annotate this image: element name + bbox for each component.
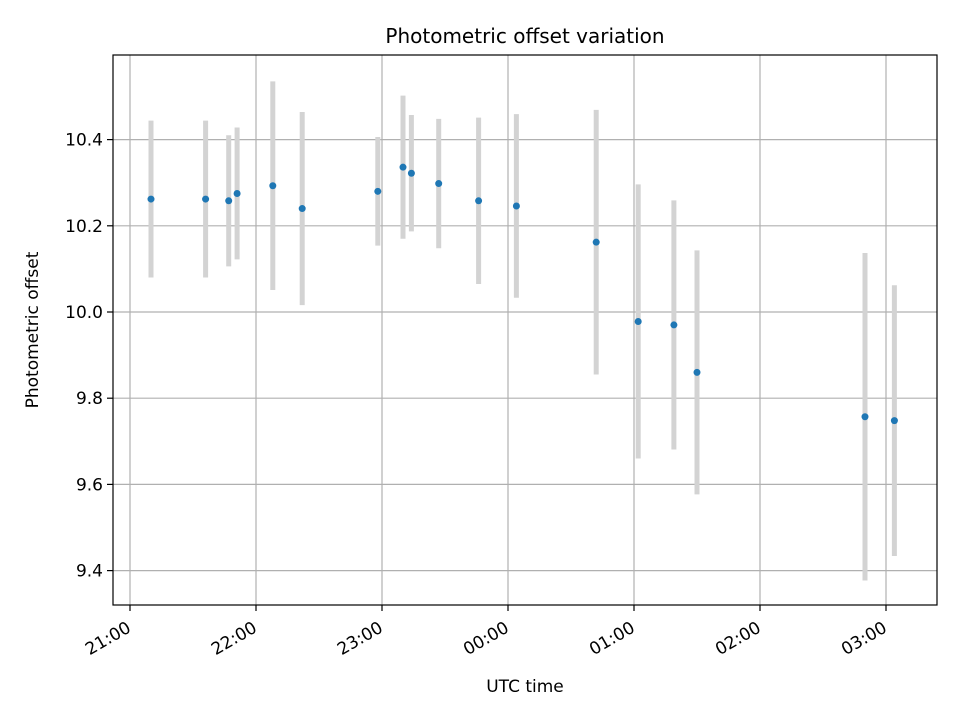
data-point bbox=[634, 317, 642, 325]
x-tick-label: 02:00 bbox=[712, 618, 764, 660]
data-point bbox=[298, 205, 306, 213]
data-point bbox=[890, 417, 898, 425]
x-tick-label: 22:00 bbox=[208, 618, 260, 660]
data-point bbox=[861, 413, 869, 421]
chart-title: Photometric offset variation bbox=[385, 24, 664, 48]
y-axis-ticks: 9.4 9.6 9.8 10.0 10.2 10.4 bbox=[65, 131, 113, 582]
x-axis-label: UTC time bbox=[486, 677, 564, 697]
x-tick-label: 23:00 bbox=[334, 618, 386, 660]
y-tick-label: 9.6 bbox=[76, 475, 103, 495]
x-axis-ticks: 21:00 22:00 23:00 00:00 01:00 02:00 03:00 bbox=[82, 605, 891, 660]
y-axis-label: Photometric offset bbox=[23, 251, 43, 408]
plot-frame bbox=[112, 54, 938, 606]
error-bars bbox=[148, 81, 897, 581]
y-tick-label: 10.2 bbox=[65, 217, 103, 237]
y-tick-label: 10.4 bbox=[65, 131, 103, 151]
data-point bbox=[202, 195, 210, 203]
data-point bbox=[374, 187, 382, 195]
data-point bbox=[399, 163, 407, 171]
x-tick-label: 01:00 bbox=[586, 618, 638, 660]
data-point bbox=[147, 195, 155, 203]
grid-lines bbox=[113, 55, 937, 605]
x-tick-label: 00:00 bbox=[460, 618, 512, 660]
data-point bbox=[233, 189, 241, 197]
x-tick-label: 21:00 bbox=[82, 618, 134, 660]
data-point bbox=[670, 321, 678, 329]
data-points bbox=[147, 163, 898, 425]
data-point bbox=[407, 169, 415, 177]
y-tick-label: 9.8 bbox=[76, 389, 103, 409]
data-point bbox=[693, 368, 701, 376]
y-tick-label: 10.0 bbox=[65, 303, 103, 323]
data-point bbox=[512, 202, 520, 210]
x-tick-label: 03:00 bbox=[838, 618, 890, 660]
y-tick-label: 9.4 bbox=[76, 562, 103, 582]
data-point bbox=[475, 197, 483, 205]
data-point bbox=[225, 197, 233, 205]
data-point bbox=[269, 182, 277, 190]
data-point bbox=[592, 238, 600, 246]
data-point bbox=[435, 180, 443, 188]
